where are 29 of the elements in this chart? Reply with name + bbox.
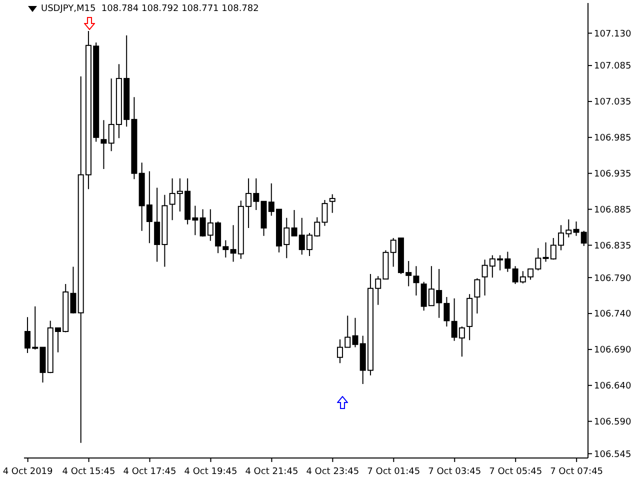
candlestick xyxy=(466,294,473,341)
x-tick-label: 4 Oct 15:45 xyxy=(62,467,116,477)
x-tick-label: 7 Oct 07:45 xyxy=(550,467,604,477)
x-tick-label: 7 Oct 05:45 xyxy=(489,467,542,477)
x-tick-label: 4 Oct 17:45 xyxy=(123,467,176,477)
y-tick-label: 107.130 xyxy=(594,29,632,40)
candlestick xyxy=(474,278,480,314)
y-tick-label: 106.545 xyxy=(594,450,632,460)
x-tick-label: 4 Oct 21:45 xyxy=(245,467,298,477)
x-tick-label: 7 Oct 01:45 xyxy=(367,467,420,477)
y-tick-label: 106.790 xyxy=(594,274,632,284)
x-tick-label: 7 Oct 03:45 xyxy=(428,467,482,477)
x-tick-label: 4 Oct 19:45 xyxy=(184,467,238,477)
x-tick-label: 4 Oct 23:45 xyxy=(306,467,360,477)
chart-title: USDJPY,M15 108.784 108.792 108.771 108.782 xyxy=(41,4,259,14)
y-tick-label: 106.740 xyxy=(594,310,632,320)
y-tick-label: 106.985 xyxy=(594,134,632,144)
y-tick-label: 107.035 xyxy=(594,98,632,108)
y-tick-label: 106.885 xyxy=(594,205,632,216)
candlestick xyxy=(329,194,336,214)
y-tick-label: 106.690 xyxy=(594,346,632,356)
candlestick xyxy=(444,296,450,327)
y-tick-label: 106.640 xyxy=(594,382,632,392)
y-tick-label: 106.835 xyxy=(594,241,632,252)
y-tick-label: 106.590 xyxy=(594,418,632,428)
candlestick xyxy=(100,120,107,170)
y-tick-label: 106.935 xyxy=(594,170,632,180)
x-tick-label: 4 Oct 2019 xyxy=(2,467,54,477)
y-tick-label: 107.085 xyxy=(594,62,632,72)
